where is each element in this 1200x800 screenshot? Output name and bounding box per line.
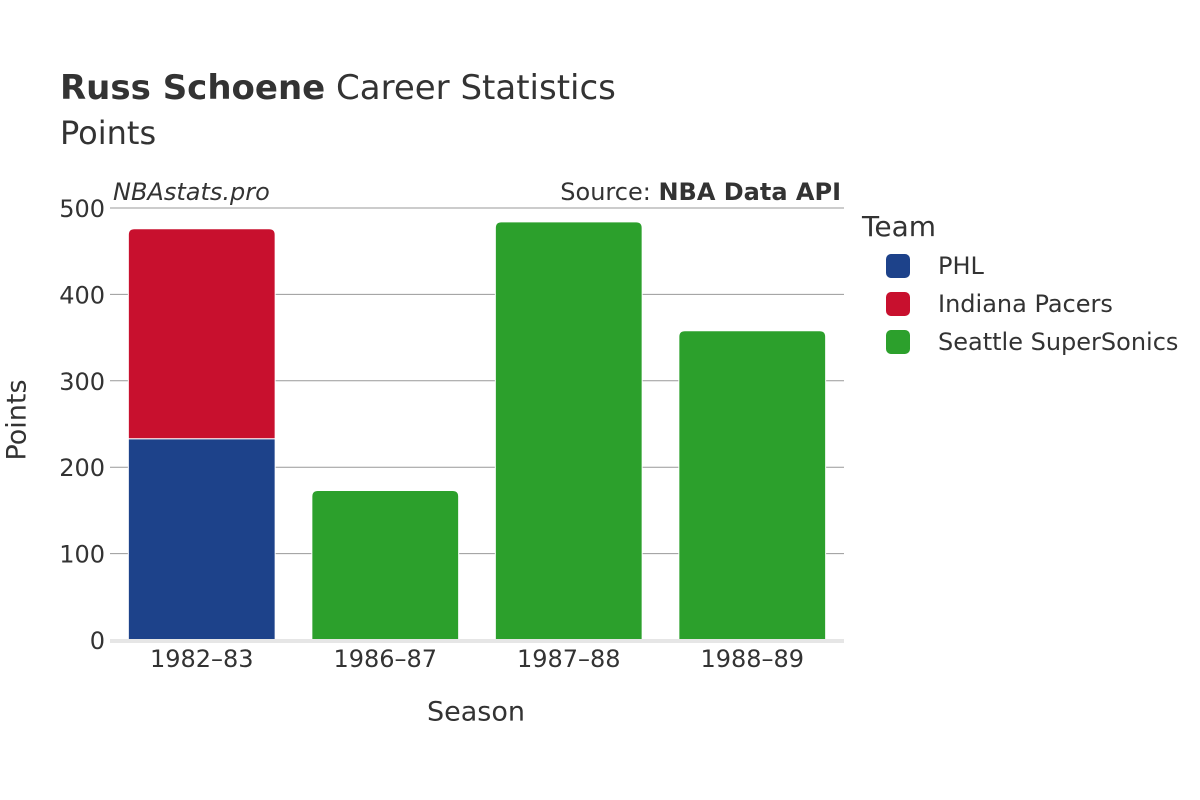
x-axis-label: Season [427, 696, 525, 728]
bar-1982-83-indiana-pacers[interactable] [127, 228, 276, 440]
y-axis-label: Points [1, 379, 33, 461]
legend-swatch-seattle-supersonics [886, 330, 910, 354]
bar-1987-88-seattle-supersonics[interactable] [494, 221, 643, 641]
legend-label-seattle-supersonics: Seattle SuperSonics [938, 328, 1179, 356]
bar-1986-87-seattle-supersonics[interactable] [311, 490, 460, 641]
bar-1988-89-seattle-supersonics[interactable] [678, 330, 827, 641]
title-rest: Career Statistics [325, 68, 616, 108]
x-tick-label-1982-83: 1982–83 [150, 645, 254, 673]
axes: 0 100 200 300 400 500 1982–83 1986–87 1987–88 198… [59, 195, 844, 673]
player-name: Russ Schoene [60, 68, 326, 108]
bars [127, 221, 827, 641]
source-credit: Source: NBA Data API [560, 178, 841, 206]
legend-label-indiana-pacers: Indiana Pacers [938, 290, 1113, 318]
legend-swatch-phl [886, 254, 910, 278]
y-tick-label-500: 500 [59, 195, 105, 223]
x-tick-label-1988-89: 1988–89 [700, 645, 804, 673]
legend-item-phl[interactable]: PHL [886, 251, 984, 281]
x-tick-label-1986-87: 1986–87 [333, 645, 437, 673]
legend-item-seattle-supersonics[interactable]: Seattle SuperSonics [886, 327, 1178, 357]
legend-swatch-indiana-pacers [886, 292, 910, 316]
chart-subtitle: Points [60, 114, 157, 152]
legend-title: Team [862, 210, 937, 243]
source-name: NBA Data API [658, 178, 841, 206]
legend-item-indiana-pacers[interactable]: Indiana Pacers [886, 289, 1113, 319]
y-tick-label-300: 300 [59, 368, 105, 396]
x-tick-label-1987-88: 1987–88 [517, 645, 621, 673]
y-tick-label-400: 400 [59, 281, 105, 309]
bar-1982-83-phl[interactable] [127, 438, 276, 641]
y-tick-label-0: 0 [90, 627, 105, 655]
y-tick-label-200: 200 [59, 454, 105, 482]
y-tick-label-100: 100 [59, 541, 105, 569]
chart-title: Russ Schoene Career Statistics [60, 68, 616, 108]
source-prefix: Source: [560, 178, 659, 206]
legend-label-phl: PHL [938, 252, 984, 280]
watermark: NBAstats.pro [113, 178, 270, 206]
